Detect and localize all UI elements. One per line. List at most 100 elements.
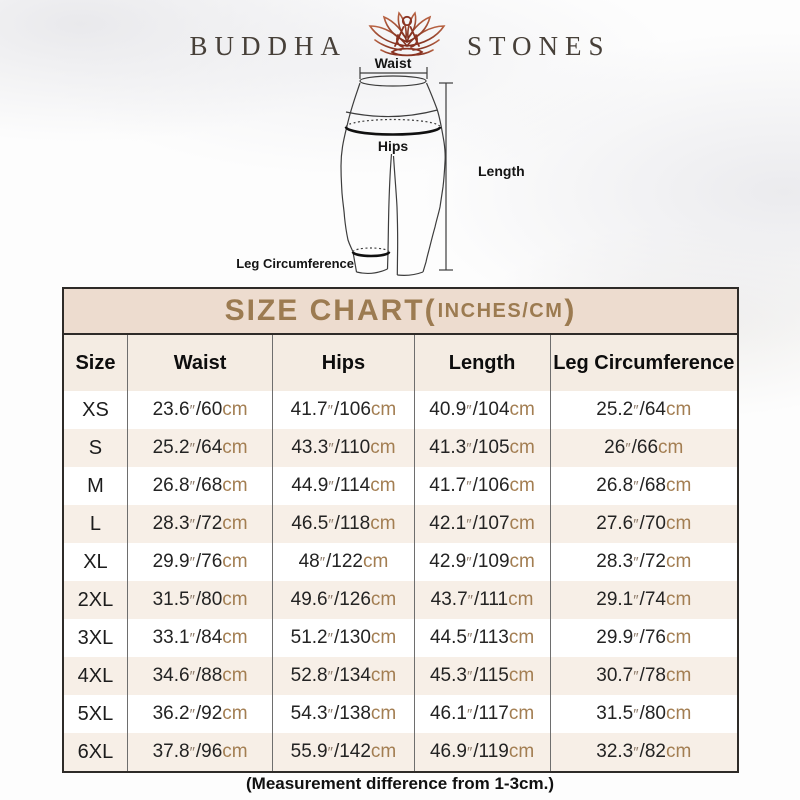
cm-value: /118 <box>334 513 371 534</box>
inches-value: 34.6 <box>152 665 190 686</box>
inch-mark: ″ <box>466 705 473 723</box>
cm-unit-label: cm <box>370 399 397 420</box>
inches-value: 25.2 <box>596 399 634 420</box>
brand-word-right: STONES <box>466 31 611 61</box>
inches-value: 28.3 <box>152 513 190 534</box>
inch-mark: ″ <box>633 591 639 609</box>
table-row-3xl: 3XL 33.1 ″/84 cm 51.2 ″/130 cm 44.5 ″/113 cm 29.9 ″… <box>64 619 737 657</box>
size-value: 2XL <box>77 588 114 611</box>
title-main: SIZE CHART( <box>224 294 437 327</box>
inch-mark: ″ <box>327 629 333 647</box>
cm-value: /80 <box>639 703 666 724</box>
cm-unit-label: cm <box>508 627 535 648</box>
brand-logo: BUDDHA <box>0 8 800 71</box>
table-row-2xl: 2XL 31.5 ″/80 cm 49.6 ″/126 cm 43.7 ″/111 cm 29.1 ″… <box>64 581 737 619</box>
inch-mark: ″ <box>633 705 639 723</box>
hips-measurement-cell: 54.3 ″/138 cm <box>273 695 415 733</box>
inch-mark: ″ <box>466 629 473 647</box>
cm-unit-label: cm <box>370 513 396 534</box>
waist-measurement-cell: 26.8 ″/68 cm <box>128 467 274 505</box>
cm-unit-label: cm <box>222 475 248 496</box>
cm-value: /130 <box>333 627 371 648</box>
cm-value: /106 <box>472 475 510 496</box>
inch-mark: ″ <box>633 743 639 761</box>
cm-value: /74 <box>639 589 666 610</box>
cm-value: /72 <box>195 513 223 534</box>
cm-value: /109 <box>472 551 510 572</box>
inch-mark: ″ <box>189 439 195 457</box>
size-cell: L <box>64 505 128 543</box>
inches-value: 40.9 <box>429 399 467 420</box>
inch-mark: ″ <box>327 705 333 723</box>
cm-value: /115 <box>473 665 509 686</box>
cm-value: /76 <box>639 627 666 648</box>
inch-mark: ″ <box>633 553 639 571</box>
length-measurement-cell: 42.1 ″/107 cm <box>415 505 551 543</box>
inch-mark: ″ <box>319 553 326 571</box>
column-header-leg-circumference: Leg Circumference <box>553 351 735 374</box>
inches-value: 52.8 <box>290 665 328 686</box>
leg-measurement-cell: 32.3 ″/82 cm <box>551 733 737 771</box>
cm-unit-label: cm <box>665 589 692 610</box>
leg-measurement-cell: 31.5 ″/80 cm <box>551 695 737 733</box>
inches-value: 28.3 <box>596 551 634 572</box>
size-cell: M <box>64 467 128 505</box>
table-header-row: Size Waist Hips Length Leg Circumference <box>64 335 737 391</box>
cm-unit-label: cm <box>370 627 397 648</box>
size-cell: 5XL <box>64 695 128 733</box>
cm-unit-label: cm <box>665 741 692 762</box>
length-measurement-cell: 40.9 ″/104 cm <box>415 391 551 429</box>
size-value: 6XL <box>77 740 114 763</box>
leg-measurement-cell: 27.6 ″/70 cm <box>551 505 737 543</box>
inch-mark: ″ <box>189 553 195 571</box>
inches-value: 36.2 <box>152 703 190 724</box>
length-measurement-cell: 46.1 ″/117 cm <box>415 695 551 733</box>
size-cell: 6XL <box>64 733 128 771</box>
inches-value: 45.3 <box>429 665 467 686</box>
cm-unit-label: cm <box>222 589 248 610</box>
inches-value: 29.9 <box>152 551 190 572</box>
table-body: XS 23.6 ″/60 cm 41.7 ″/106 cm 40.9 ″/104 cm 25.2 ″ /… <box>64 391 737 771</box>
cm-unit-label: cm <box>222 437 248 458</box>
diagram-hips-label: Hips <box>378 138 409 154</box>
cm-value: /92 <box>195 703 223 724</box>
inches-value: 26.8 <box>596 475 634 496</box>
cm-value: /68 <box>639 475 666 496</box>
inch-mark: ″ <box>328 477 334 495</box>
table-row-s: S 25.2 ″/64 cm 43.3 ″/110 cm 41.3 ″/105 cm 26 ″/66 c… <box>64 429 737 467</box>
inch-mark: ″ <box>189 591 195 609</box>
inches-value: 29.1 <box>596 589 634 610</box>
inch-mark: ″ <box>189 401 195 419</box>
inch-mark: ″ <box>467 591 473 609</box>
column-header-hips: Hips <box>273 335 415 391</box>
inches-value: 43.3 <box>291 437 329 458</box>
waist-measurement-cell: 28.3 ″/72 cm <box>128 505 274 543</box>
hips-measurement-cell: 46.5 ″/118 cm <box>273 505 415 543</box>
cm-unit-label: cm <box>665 703 692 724</box>
cm-unit-label: cm <box>665 475 692 496</box>
length-measurement-cell: 42.9 ″/109 cm <box>415 543 551 581</box>
inches-value: 27.6 <box>596 513 634 534</box>
leg-measurement-cell: 26.8 ″/68 cm <box>551 467 737 505</box>
cm-value: /107 <box>472 513 510 534</box>
inches-value: 42.9 <box>429 551 467 572</box>
size-value: XL <box>83 550 108 573</box>
waist-measurement-cell: 36.2 ″/92 cm <box>128 695 274 733</box>
title-sub: INCHES/CM <box>437 299 564 322</box>
cm-value: /105 <box>472 437 510 458</box>
inches-value: 49.6 <box>290 589 328 610</box>
cm-value: /80 <box>195 589 223 610</box>
inches-value: 37.8 <box>152 741 190 762</box>
table-row-xl: XL 29.9 ″/76 cm 48 ″/122 cm 42.9 ″/109 cm 28.3 ″/72… <box>64 543 737 581</box>
cm-value: /64 <box>195 437 223 458</box>
inches-value: 41.7 <box>290 399 328 420</box>
diagram-leg-circumference-label: Leg Circumference <box>236 256 354 271</box>
cm-unit-label: cm <box>370 665 397 686</box>
inches-value: 31.5 <box>152 589 190 610</box>
cm-unit-label: cm <box>508 741 535 762</box>
cm-value: /119 <box>473 741 509 762</box>
diagram-length-label: Length <box>478 163 525 179</box>
inches-value: 55.9 <box>290 741 328 762</box>
hips-measurement-cell: 49.6 ″/126 cm <box>273 581 415 619</box>
inches-value: 32.3 <box>596 741 634 762</box>
